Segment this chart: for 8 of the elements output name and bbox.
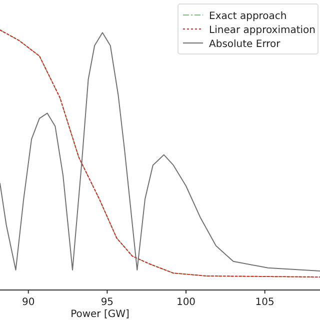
x-tick-label: 95 — [100, 297, 114, 308]
legend-label: Exact approach — [209, 11, 287, 22]
x-tick-label: 105 — [255, 297, 274, 308]
legend-label: Linear approximation — [209, 25, 316, 36]
x-tick-label: 100 — [176, 297, 196, 308]
x-tick-label: 90 — [22, 297, 35, 308]
x-axis-title: Power [GW] — [70, 309, 130, 320]
legend-label: Absolute Error — [209, 39, 282, 50]
